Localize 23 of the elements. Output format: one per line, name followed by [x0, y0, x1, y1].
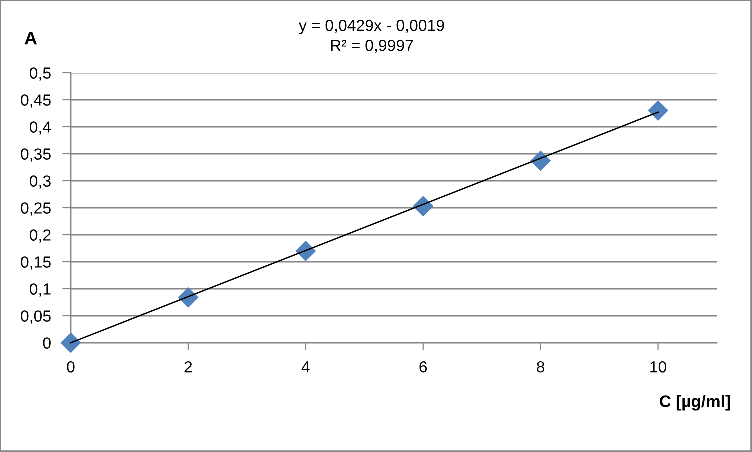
- y-tick-label: 0,2: [30, 230, 51, 243]
- y-tick-label: 0: [43, 338, 51, 349]
- y-tick-label: 0,45: [21, 94, 51, 108]
- point: [60, 332, 82, 354]
- x-tick-label: 8: [537, 361, 545, 373]
- x-axis-title: C [µg/ml]: [660, 395, 730, 411]
- text: R² = 0,9997: [331, 40, 414, 54]
- x-tick-label: 0: [67, 361, 75, 373]
- point: [648, 100, 669, 122]
- y-tick-label: 0,3: [30, 176, 51, 189]
- y-tick-label: 0,05: [21, 310, 51, 324]
- x-tick-label: 4: [302, 362, 310, 373]
- y-tick-label: 0,1: [30, 284, 51, 297]
- text: y = 0,0429x - 0,0019: [299, 20, 444, 34]
- x-tick-label: 10: [650, 361, 667, 373]
- x-tick-label: 6: [420, 361, 428, 373]
- y-tick-label: 0,5: [30, 68, 51, 81]
- y-tick-label: 0,15: [21, 256, 51, 270]
- y-tick-label: 0,25: [21, 202, 51, 216]
- y-tick-label: 0,4: [30, 122, 52, 135]
- y-axis-title: A: [24, 32, 38, 45]
- x-tick-label: 2: [184, 361, 192, 373]
- y-tick-label: 0,35: [21, 148, 51, 162]
